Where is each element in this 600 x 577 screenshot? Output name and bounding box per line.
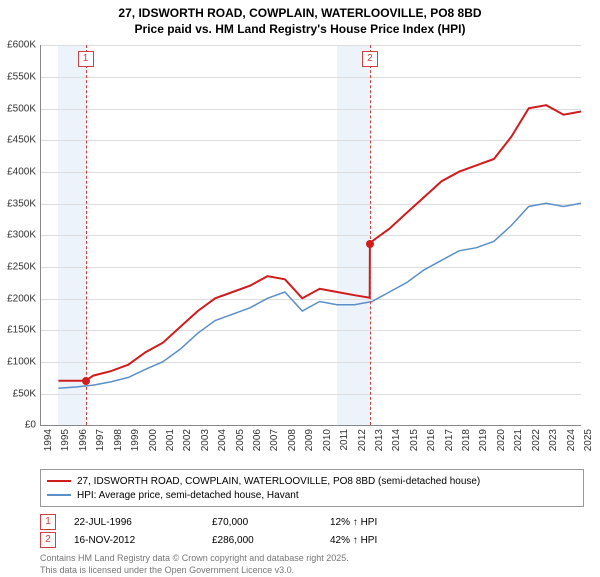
x-tick-label: 2001 xyxy=(165,429,176,451)
series-hpi xyxy=(58,203,581,388)
x-tick-label: 2003 xyxy=(200,429,211,451)
sale-price-1: £70,000 xyxy=(212,517,312,528)
sale-dot xyxy=(366,240,374,248)
y-tick-label: £600K xyxy=(7,40,36,51)
x-tick-label: 2004 xyxy=(217,429,228,451)
x-tick-label: 2013 xyxy=(374,429,385,451)
line-layer xyxy=(41,45,581,425)
x-tick-label: 2017 xyxy=(444,429,455,451)
x-tick-label: 2011 xyxy=(339,429,350,451)
y-tick-label: £100K xyxy=(7,356,36,367)
sale-row-2: 2 16-NOV-2012 £286,000 42% ↑ HPI xyxy=(40,531,570,549)
sale-price-2: £286,000 xyxy=(212,535,312,546)
chart-area: 12 £0£50K£100K£150K£200K£250K£300K£350K£… xyxy=(40,45,580,425)
y-tick-label: £150K xyxy=(7,325,36,336)
legend-label-property: 27, IDSWORTH ROAD, COWPLAIN, WATERLOOVIL… xyxy=(77,476,480,487)
x-tick-label: 2009 xyxy=(304,429,315,451)
x-tick-label: 2005 xyxy=(235,429,246,451)
title-line2: Price paid vs. HM Land Registry's House … xyxy=(0,22,600,38)
legend-row-property: 27, IDSWORTH ROAD, COWPLAIN, WATERLOOVIL… xyxy=(47,474,577,488)
x-tick-label: 2016 xyxy=(426,429,437,451)
plot-area: 12 xyxy=(40,45,581,426)
sale-marker-box: 2 xyxy=(362,51,378,67)
x-tick-label: 2023 xyxy=(548,429,559,451)
sale-dot xyxy=(82,377,90,385)
sale-marker-1: 1 xyxy=(40,514,56,530)
y-tick-label: £450K xyxy=(7,135,36,146)
x-tick-label: 2024 xyxy=(566,429,577,451)
x-tick-label: 2021 xyxy=(513,429,524,451)
x-tick-label: 2018 xyxy=(461,429,472,451)
x-tick-label: 2025 xyxy=(583,429,594,451)
y-tick-label: £300K xyxy=(7,230,36,241)
legend: 27, IDSWORTH ROAD, COWPLAIN, WATERLOOVIL… xyxy=(40,469,584,507)
x-tick-label: 1995 xyxy=(60,429,71,451)
series-property xyxy=(58,105,581,381)
x-tick-label: 1994 xyxy=(43,429,54,451)
sale-date-1: 22-JUL-1996 xyxy=(74,517,194,528)
legend-swatch-property xyxy=(47,480,71,482)
x-tick-label: 2010 xyxy=(322,429,333,451)
x-tick-label: 2014 xyxy=(391,429,402,451)
footnote-line2: This data is licensed under the Open Gov… xyxy=(40,565,600,577)
x-tick-label: 2019 xyxy=(478,429,489,451)
footnote: Contains HM Land Registry data © Crown c… xyxy=(40,553,600,576)
sale-pct-1: 12% ↑ HPI xyxy=(330,517,430,528)
legend-row-hpi: HPI: Average price, semi-detached house,… xyxy=(47,488,577,502)
sales-table: 1 22-JUL-1996 £70,000 12% ↑ HPI 2 16-NOV… xyxy=(40,513,570,549)
x-tick-label: 1996 xyxy=(78,429,89,451)
legend-swatch-hpi xyxy=(47,494,71,496)
y-tick-label: £0 xyxy=(25,420,36,431)
y-tick-label: £550K xyxy=(7,71,36,82)
y-tick-label: £350K xyxy=(7,198,36,209)
x-tick-label: 1997 xyxy=(95,429,106,451)
x-tick-label: 2007 xyxy=(269,429,280,451)
x-tick-label: 2012 xyxy=(357,429,368,451)
x-tick-label: 2008 xyxy=(287,429,298,451)
x-tick-label: 2015 xyxy=(409,429,420,451)
sale-vline xyxy=(370,45,371,425)
x-tick-label: 2002 xyxy=(182,429,193,451)
title-line1: 27, IDSWORTH ROAD, COWPLAIN, WATERLOOVIL… xyxy=(0,6,600,22)
chart-container: 27, IDSWORTH ROAD, COWPLAIN, WATERLOOVIL… xyxy=(0,0,600,560)
sale-marker-2: 2 xyxy=(40,532,56,548)
x-tick-label: 1998 xyxy=(113,429,124,451)
x-tick-label: 2006 xyxy=(252,429,263,451)
x-tick-label: 2000 xyxy=(148,429,159,451)
footnote-line1: Contains HM Land Registry data © Crown c… xyxy=(40,553,600,565)
chart-title: 27, IDSWORTH ROAD, COWPLAIN, WATERLOOVIL… xyxy=(0,0,600,37)
x-tick-label: 2020 xyxy=(496,429,507,451)
y-tick-label: £200K xyxy=(7,293,36,304)
sale-vline xyxy=(86,45,87,425)
y-tick-label: £400K xyxy=(7,166,36,177)
sale-marker-box: 1 xyxy=(78,51,94,67)
x-tick-label: 1999 xyxy=(130,429,141,451)
x-tick-label: 2022 xyxy=(531,429,542,451)
y-tick-label: £50K xyxy=(13,388,36,399)
sale-date-2: 16-NOV-2012 xyxy=(74,535,194,546)
sale-pct-2: 42% ↑ HPI xyxy=(330,535,430,546)
y-tick-label: £250K xyxy=(7,261,36,272)
legend-label-hpi: HPI: Average price, semi-detached house,… xyxy=(77,490,299,501)
sale-row-1: 1 22-JUL-1996 £70,000 12% ↑ HPI xyxy=(40,513,570,531)
y-tick-label: £500K xyxy=(7,103,36,114)
